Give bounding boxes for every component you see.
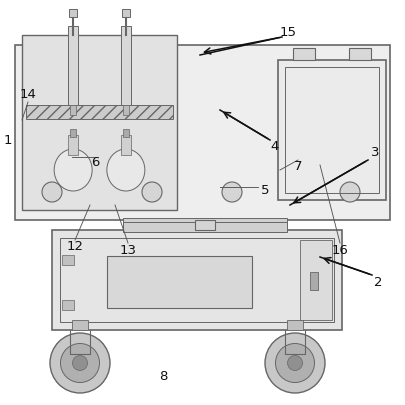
Circle shape — [222, 182, 242, 202]
Bar — [121, 26, 131, 105]
Ellipse shape — [54, 149, 92, 191]
Bar — [268, 220, 282, 230]
Bar — [15, 45, 390, 220]
Text: 15: 15 — [279, 26, 296, 40]
Text: 3: 3 — [371, 147, 379, 160]
Circle shape — [42, 182, 62, 202]
Text: 8: 8 — [159, 371, 167, 384]
Bar — [62, 300, 74, 310]
Bar — [278, 60, 386, 200]
Text: 12: 12 — [66, 241, 83, 254]
Text: 2: 2 — [374, 277, 382, 290]
Text: 4: 4 — [271, 141, 279, 153]
Bar — [198, 220, 212, 230]
Bar — [52, 230, 342, 330]
Bar — [26, 105, 173, 119]
Bar — [293, 48, 315, 60]
Bar — [349, 48, 371, 60]
Text: 13: 13 — [119, 243, 136, 256]
Bar — [287, 320, 303, 330]
Bar — [72, 320, 88, 330]
Bar — [70, 105, 76, 115]
Circle shape — [275, 343, 315, 382]
Bar — [122, 9, 130, 17]
Text: 6: 6 — [91, 156, 99, 170]
Bar — [285, 67, 379, 193]
Bar — [300, 240, 332, 320]
Bar — [121, 135, 131, 155]
Circle shape — [50, 333, 110, 393]
Bar — [107, 256, 252, 308]
Bar — [68, 135, 78, 155]
Bar — [69, 9, 77, 17]
Circle shape — [288, 356, 303, 371]
Text: 14: 14 — [19, 89, 36, 102]
Bar — [68, 26, 78, 105]
Bar — [60, 238, 334, 322]
Text: 7: 7 — [294, 160, 302, 173]
Circle shape — [265, 333, 325, 393]
Bar — [195, 220, 215, 230]
Text: 16: 16 — [332, 243, 348, 256]
Circle shape — [340, 182, 360, 202]
Bar — [123, 222, 287, 232]
Ellipse shape — [107, 149, 145, 191]
Bar — [123, 218, 287, 230]
Bar — [128, 220, 142, 230]
Bar — [22, 35, 177, 210]
Circle shape — [60, 343, 100, 382]
Bar — [62, 255, 74, 265]
Text: 1: 1 — [4, 134, 12, 147]
Circle shape — [142, 182, 162, 202]
Bar — [123, 129, 129, 137]
Bar — [123, 105, 129, 115]
Bar — [310, 272, 318, 290]
Text: 5: 5 — [261, 183, 269, 196]
Circle shape — [72, 356, 87, 371]
Bar — [70, 129, 76, 137]
